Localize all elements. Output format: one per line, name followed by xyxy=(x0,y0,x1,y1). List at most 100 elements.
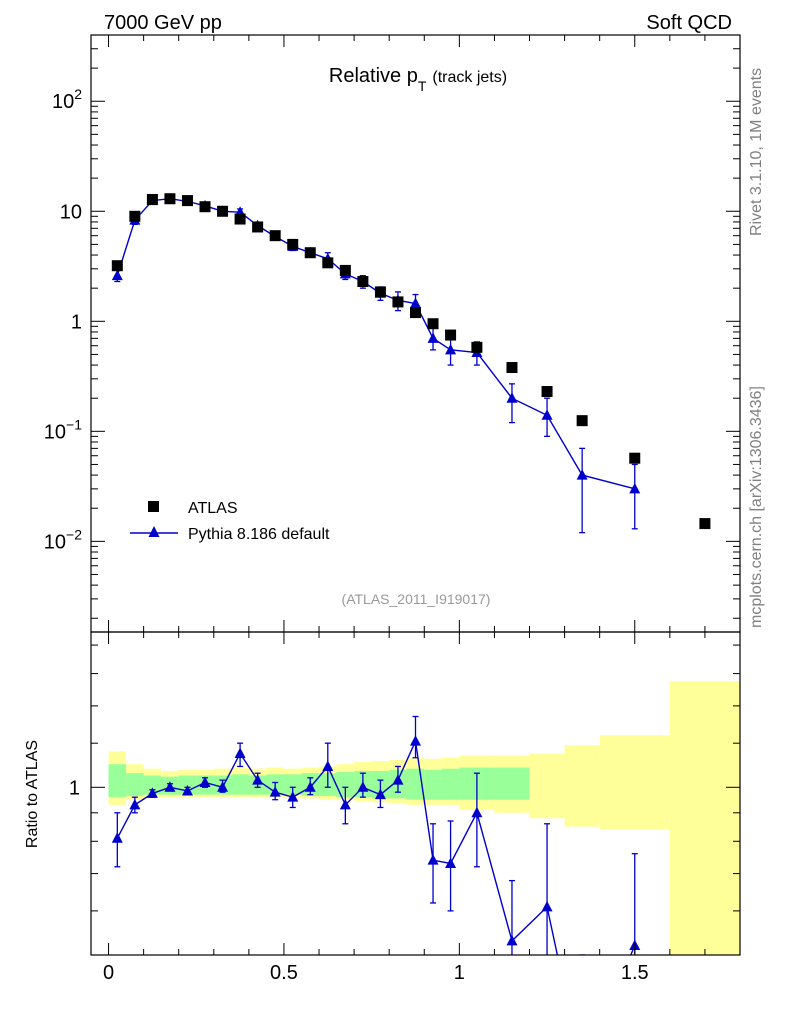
ratio-band-inner xyxy=(126,773,144,796)
ratio-band-inner xyxy=(283,774,302,795)
ratio-clipped-marks xyxy=(111,715,641,955)
atlas-point xyxy=(427,318,439,330)
atlas-point xyxy=(111,260,123,272)
ratio-y-tick-label: 1 xyxy=(69,777,80,799)
x-tick-label: 0.5 xyxy=(270,962,298,984)
source-label: mcplots.cern.ch [arXiv:1306.3436] xyxy=(748,386,765,628)
atlas-point xyxy=(339,264,351,276)
ratio-mc-point xyxy=(410,735,421,746)
ratio-frame xyxy=(90,631,741,956)
main-y-tick-label: 102 xyxy=(52,86,82,113)
legend-mc-marker xyxy=(148,526,160,537)
ratio-mc-point xyxy=(234,747,246,758)
mc-line xyxy=(116,198,635,490)
atlas-point xyxy=(445,329,457,341)
ratio-band-inner xyxy=(336,772,355,798)
legend-atlas-marker xyxy=(148,501,159,512)
legend-mc-label: Pythia 8.186 default xyxy=(188,526,330,543)
tick-base: 10 xyxy=(44,421,66,443)
ratio-band-inner xyxy=(441,768,460,800)
title-main: Relative p xyxy=(329,65,418,87)
tick-exponent: −2 xyxy=(66,526,82,542)
ratio-mc-point xyxy=(199,776,211,788)
ratio-mc-point xyxy=(374,788,386,800)
title-sub: T xyxy=(418,78,427,94)
ratio-mc-point xyxy=(445,857,457,868)
x-tick-label: 1 xyxy=(454,962,465,984)
ratio-mc-point xyxy=(304,781,316,792)
atlas-point xyxy=(269,230,281,242)
tick-base: 10 xyxy=(52,91,74,113)
ratio-band-outer xyxy=(669,681,740,955)
tick-base: 10 xyxy=(44,531,66,553)
atlas-point xyxy=(410,307,421,319)
mc-point xyxy=(506,392,518,403)
ratio-mc-point xyxy=(129,798,141,810)
ratio-band-inner xyxy=(108,764,127,798)
ratio-mc-point xyxy=(427,854,439,865)
atlas-point xyxy=(471,341,483,353)
ratio-band-outer xyxy=(529,753,565,819)
atlas-point xyxy=(629,452,641,464)
atlas-point xyxy=(164,193,176,205)
ratio-band-outer xyxy=(564,745,600,827)
main-marks xyxy=(111,192,711,534)
atlas-point xyxy=(217,205,229,217)
ratio-mc-point xyxy=(164,781,176,792)
atlas-point xyxy=(374,286,386,298)
ratio-ylabel: Ratio to ATLAS xyxy=(24,740,41,848)
atlas-point xyxy=(576,415,588,427)
ratio-mc-point xyxy=(506,934,518,946)
ratio-mc-point xyxy=(339,798,351,810)
atlas-point xyxy=(234,213,246,225)
main-y-tick-label: 1 xyxy=(71,311,82,333)
atlas-point xyxy=(181,195,193,207)
mc-point xyxy=(427,332,439,343)
atlas-point xyxy=(322,257,334,269)
ratio-band-inner xyxy=(406,768,425,800)
ratio-mc-point xyxy=(287,791,299,802)
ratio-mc-point xyxy=(111,832,123,843)
legend-atlas-label: ATLAS xyxy=(188,500,238,517)
atlas-point xyxy=(129,210,141,222)
ratio-band-inner xyxy=(424,769,442,800)
legend: ATLAS Pythia 8.186 default xyxy=(130,500,330,543)
ratio-bands xyxy=(108,681,740,955)
header-right: Soft QCD xyxy=(646,12,732,34)
mc-point xyxy=(410,297,421,309)
ratio-band-outer xyxy=(599,735,670,830)
ratio-band-inner xyxy=(494,767,530,800)
atlas-point xyxy=(541,386,553,398)
tick-exponent: −1 xyxy=(66,416,82,432)
rivet-label: Rivet 3.1.10, 1M events xyxy=(748,68,765,236)
tick-exponent: 2 xyxy=(74,86,82,102)
atlas-point xyxy=(357,275,369,287)
mc-point xyxy=(111,269,123,281)
atlas-point xyxy=(146,193,158,205)
ratio-axis-ticks: 0 0.5 1 1.5 1 xyxy=(69,632,740,984)
atlas-point xyxy=(392,296,404,308)
ratio-mc-point xyxy=(146,787,158,798)
ratio-panel: 0 0.5 1 1.5 1 Ratio to ATLAS xyxy=(24,631,741,984)
main-y-tick-label: 10−1 xyxy=(44,416,82,443)
ratio-mc-point xyxy=(541,900,553,912)
main-title: Relative pT (track jets) xyxy=(329,65,507,94)
x-tick-label: 1.5 xyxy=(621,962,649,984)
ratio-band-inner xyxy=(231,774,249,795)
ratio-mc-point xyxy=(181,784,193,796)
atlas-point xyxy=(199,201,211,213)
x-tick-label: 0 xyxy=(103,962,114,984)
ratio-band-inner xyxy=(143,775,162,795)
ratio-mc-point xyxy=(269,786,281,797)
atlas-point xyxy=(304,247,316,259)
ratio-mc-point xyxy=(392,774,404,785)
mc-point xyxy=(576,469,588,480)
atlas-point xyxy=(252,221,264,233)
ratio-mc-point xyxy=(322,760,334,771)
ratio-mc-point xyxy=(252,774,264,785)
analysis-tag: (ATLAS_2011_I919017) xyxy=(342,591,491,607)
atlas-point xyxy=(699,518,711,530)
